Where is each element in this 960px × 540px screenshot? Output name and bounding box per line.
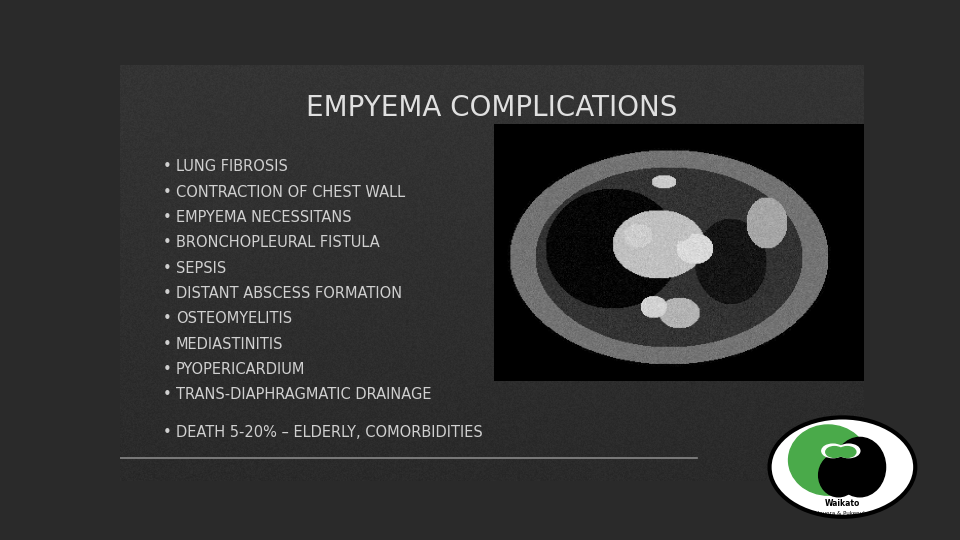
Ellipse shape: [838, 447, 856, 457]
Text: TRANS-DIAPHRAGMATIC DRAINAGE: TRANS-DIAPHRAGMATIC DRAINAGE: [176, 387, 431, 402]
Ellipse shape: [822, 444, 844, 458]
Text: Waikato: Waikato: [825, 499, 860, 508]
Ellipse shape: [838, 444, 860, 458]
Ellipse shape: [826, 447, 843, 457]
Ellipse shape: [788, 425, 868, 495]
Text: LUNG FIBROSIS: LUNG FIBROSIS: [176, 159, 288, 174]
Text: •: •: [162, 362, 171, 377]
Text: •: •: [162, 261, 171, 275]
Text: •: •: [162, 235, 171, 250]
Text: •: •: [162, 426, 171, 440]
Text: DISTANT ABSCESS FORMATION: DISTANT ABSCESS FORMATION: [176, 286, 402, 301]
Text: MEDIASTINITIS: MEDIASTINITIS: [176, 337, 283, 352]
Text: •: •: [162, 286, 171, 301]
Text: OSTEOMYELITIS: OSTEOMYELITIS: [176, 312, 292, 326]
Text: •: •: [162, 312, 171, 326]
Text: •: •: [162, 337, 171, 352]
Ellipse shape: [834, 437, 885, 497]
Text: •: •: [162, 185, 171, 200]
Text: Hauora & Pukepuke: Hauora & Pukepuke: [815, 510, 870, 516]
Text: •: •: [162, 159, 171, 174]
Text: DEATH 5-20% – ELDERLY, COMORBIDITIES: DEATH 5-20% – ELDERLY, COMORBIDITIES: [176, 426, 483, 440]
Text: •: •: [162, 210, 171, 225]
Text: CONTRACTION OF CHEST WALL: CONTRACTION OF CHEST WALL: [176, 185, 405, 200]
Text: SEPSIS: SEPSIS: [176, 261, 226, 275]
Text: BRONCHOPLEURAL FISTULA: BRONCHOPLEURAL FISTULA: [176, 235, 379, 250]
Text: EMPYEMA NECESSITANS: EMPYEMA NECESSITANS: [176, 210, 351, 225]
Ellipse shape: [819, 454, 858, 497]
Text: •: •: [162, 387, 171, 402]
Text: EMPYEMA COMPLICATIONS: EMPYEMA COMPLICATIONS: [306, 94, 678, 123]
Text: PYOPERICARDIUM: PYOPERICARDIUM: [176, 362, 305, 377]
Circle shape: [770, 417, 915, 517]
